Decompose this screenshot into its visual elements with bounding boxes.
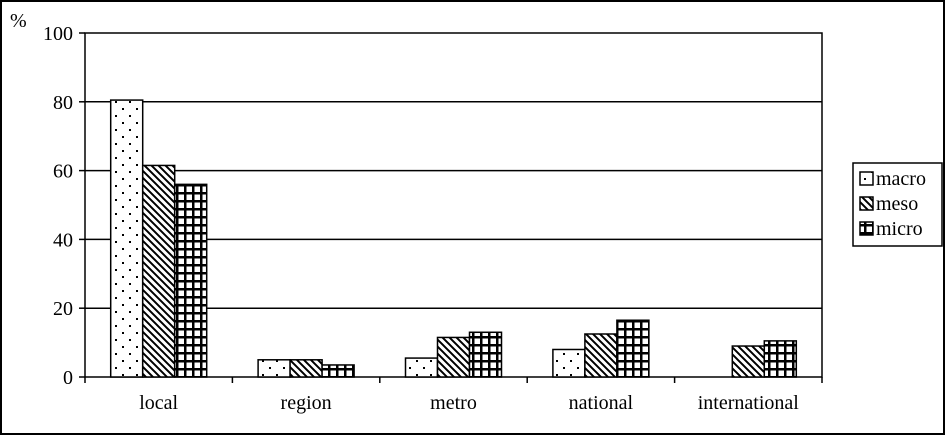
bar-meso-national	[584, 333, 618, 378]
legend-swatch-meso	[859, 196, 874, 211]
y-tick-label: 0	[63, 367, 73, 389]
bar-micro-national	[616, 319, 650, 378]
bars	[109, 99, 798, 378]
legend-swatch-micro	[859, 221, 874, 236]
axes: 0 20 40 60 80 100 local region metro national inte…	[43, 23, 823, 414]
y-tick-label: 60	[53, 161, 73, 183]
legend: macro meso micro	[852, 162, 943, 247]
y-tick-label: 100	[43, 23, 73, 45]
bar-micro-region	[321, 364, 355, 378]
x-category-label-region: region	[281, 392, 332, 414]
bar-macro-national	[552, 348, 586, 378]
bar-meso-local	[141, 164, 176, 378]
x-category-label-national: national	[569, 392, 634, 414]
grid-lines	[85, 101, 822, 309]
bar-micro-international	[763, 340, 798, 378]
bar-macro-region	[257, 359, 291, 378]
x-category-label-local: local	[139, 392, 178, 414]
legend-label-micro: micro	[876, 218, 923, 240]
y-tick-label: 40	[53, 229, 73, 251]
bar-meso-international	[731, 345, 766, 378]
x-category-label-metro: metro	[430, 392, 477, 414]
bar-micro-local	[173, 183, 208, 378]
bar-macro-metro	[404, 357, 439, 378]
bar-meso-region	[289, 359, 323, 378]
legend-label-meso: meso	[876, 193, 918, 215]
bar-micro-metro	[468, 331, 503, 378]
x-category-label-international: international	[698, 392, 800, 414]
y-tick-label: 20	[53, 298, 73, 320]
legend-swatch-macro	[859, 171, 874, 186]
legend-label-macro: macro	[876, 168, 926, 190]
y-axis-unit-label: %	[10, 10, 27, 32]
bar-macro-local	[109, 99, 144, 378]
bar-meso-metro	[436, 336, 471, 378]
y-tick-label: 80	[53, 92, 73, 114]
